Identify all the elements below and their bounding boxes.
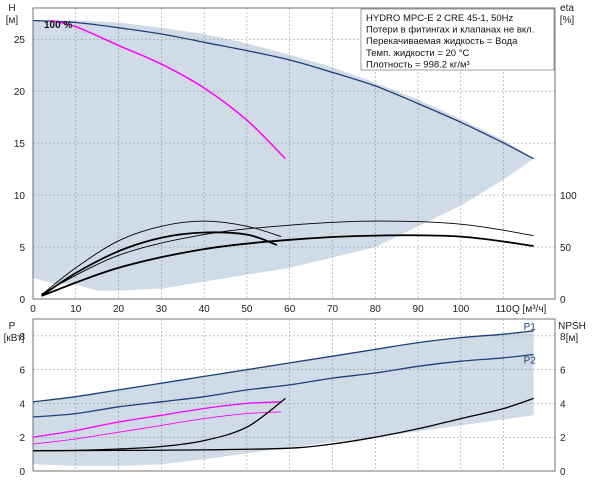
info-box-frame xyxy=(360,8,555,71)
y-left-axis-unit: [кВт] xyxy=(4,333,25,344)
info-line: HYDRO MPC-E 2 CRE 45-1, 50Hz xyxy=(366,13,514,24)
x-tick-label: 70 xyxy=(327,304,339,315)
series-label-p2: P2 xyxy=(524,355,537,366)
info-line: Темп. жидкости = 20 °C xyxy=(366,48,469,59)
y-right-tick-label: 2 xyxy=(560,433,566,444)
x-tick-label: 90 xyxy=(413,304,425,315)
y-left-tick-label: 0 xyxy=(19,467,25,478)
series-label-p1: P1 xyxy=(524,322,537,333)
y-right-tick-label: 8 xyxy=(560,332,566,343)
y-right-tick-label: 6 xyxy=(560,366,566,377)
speed-label: 100 % xyxy=(44,20,72,31)
x-tick-label: 110 xyxy=(496,304,512,315)
x-axis-title: Q [м³/ч] xyxy=(512,304,547,315)
power-range-area xyxy=(33,330,534,466)
qh-curve-max xyxy=(32,19,534,160)
x-tick-label: 0 xyxy=(30,304,36,315)
x-tick-label: 100 xyxy=(453,304,470,315)
qh-curve-single-pump xyxy=(49,19,286,160)
info-line: Перекачиваемая жидкость = Вода xyxy=(366,36,518,47)
y-right-axis-unit: [м] xyxy=(566,333,579,344)
y-left-tick-label: 2 xyxy=(19,433,25,444)
y-left-tick-label: 15 xyxy=(14,139,26,150)
x-tick-label: 30 xyxy=(156,304,168,315)
y-left-axis-unit: [м] xyxy=(6,15,19,26)
eta-curve-2 xyxy=(41,231,278,297)
y-left-tick-label: 10 xyxy=(14,191,26,202)
x-tick-label: 80 xyxy=(370,304,382,315)
bottom-series-p2 xyxy=(32,353,534,418)
y-right-tick-label: 100 xyxy=(560,191,577,202)
y-left-tick-label: 8 xyxy=(19,332,25,343)
x-tick-label: 60 xyxy=(284,304,296,315)
y-right-axis-title: eta xyxy=(560,3,574,14)
y-right-axis-title: NPSH xyxy=(558,321,586,332)
y-right-tick-label: 50 xyxy=(560,243,572,254)
y-left-tick-label: 5 xyxy=(19,243,25,254)
y-left-tick-label: 6 xyxy=(19,366,25,377)
bottom-series-4 xyxy=(32,411,282,445)
info-line: Плотность = 998.2 кг/м³ xyxy=(366,59,470,70)
bottom-series-p1 xyxy=(32,330,534,403)
bottom-plot-frame xyxy=(32,318,556,472)
top-plot-frame xyxy=(32,7,556,300)
y-left-tick-label: 25 xyxy=(14,35,26,46)
bottom-series-3 xyxy=(32,401,282,438)
y-right-tick-label: 4 xyxy=(560,399,566,410)
y-right-tick-label: 0 xyxy=(560,467,566,478)
bottom-series-6 xyxy=(32,397,534,452)
eta-curve-3 xyxy=(41,220,534,295)
eta-curve-4 xyxy=(41,234,534,297)
x-tick-label: 10 xyxy=(70,304,82,315)
y-left-axis-title: H xyxy=(8,3,15,14)
y-right-tick-label: 0 xyxy=(560,295,566,306)
x-tick-label: 50 xyxy=(241,304,253,315)
y-right-axis-unit: [%] xyxy=(560,15,575,26)
y-left-axis-title: P xyxy=(9,321,16,332)
x-tick-label: 40 xyxy=(199,304,211,315)
top-plot: 0 10 20 30 40 50 60 70 80 90 100 110 0 5 10 15 20 25 0 50 10… xyxy=(6,3,577,315)
info-line: Потери в фитингах и клапанах не вкл. xyxy=(366,25,534,36)
y-left-tick-label: 0 xyxy=(19,295,25,306)
y-left-tick-label: 4 xyxy=(19,399,25,410)
eta-curve-1 xyxy=(41,220,282,296)
y-left-tick-label: 20 xyxy=(14,87,26,98)
x-tick-label: 20 xyxy=(113,304,125,315)
